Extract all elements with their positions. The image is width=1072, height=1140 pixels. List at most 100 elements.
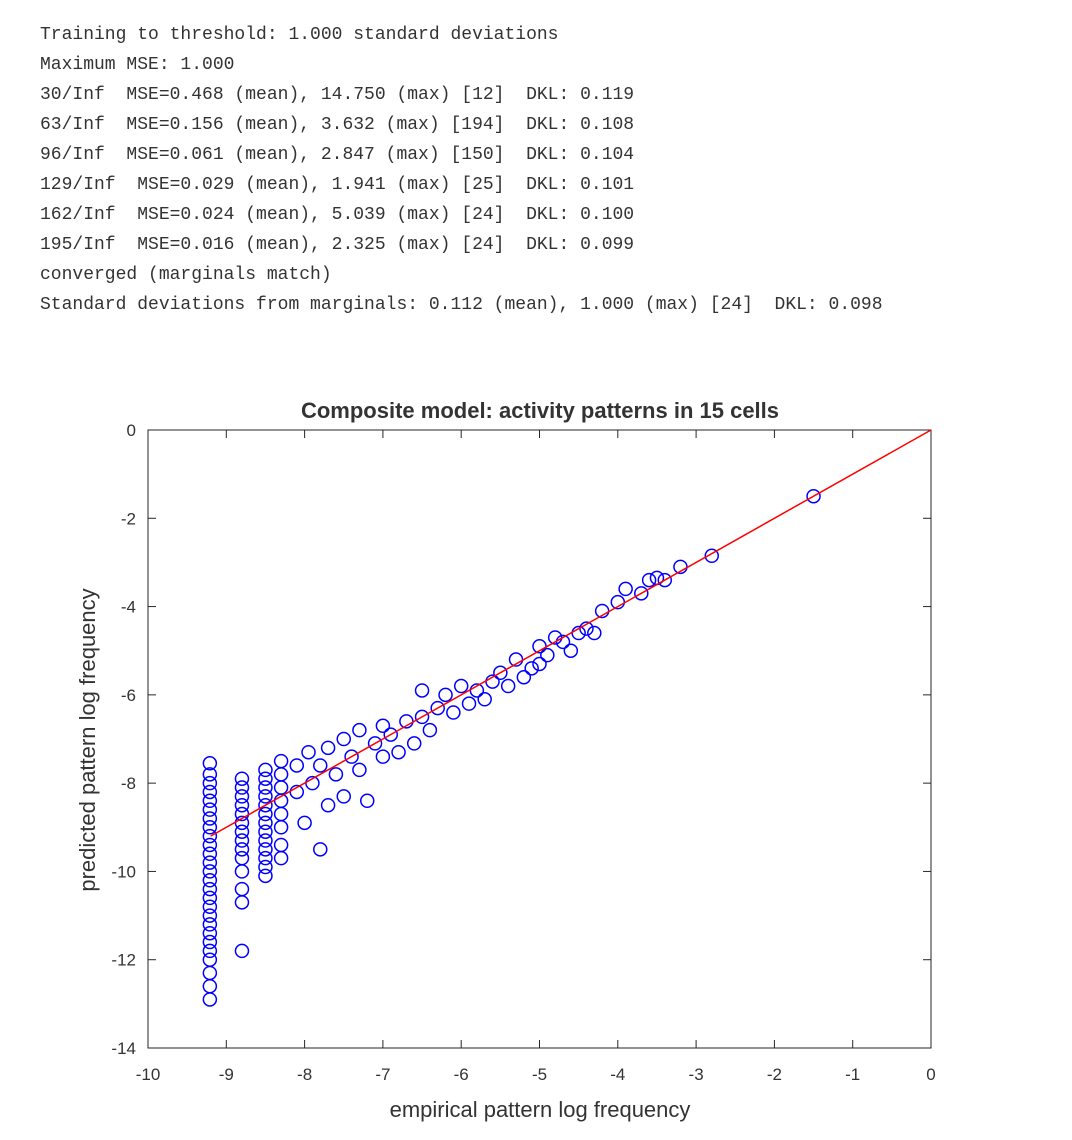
scatter-point (313, 842, 328, 857)
scatter-point (618, 581, 633, 597)
scatter-point (320, 797, 336, 813)
scatter-point (524, 661, 539, 676)
scatter-point (202, 899, 218, 914)
scatter-point (493, 665, 508, 681)
scatter-point (202, 873, 218, 888)
console-line: 195/Inf MSE=0.016 (mean), 2.325 (max) [2… (40, 235, 635, 255)
scatter-point (234, 943, 250, 959)
x-tick-label: -3 (689, 1065, 704, 1084)
scatter-point (202, 864, 218, 879)
console-line: Standard deviations from marginals: 0.11… (40, 295, 883, 315)
scatter-point (258, 815, 273, 831)
scatter-point (414, 709, 430, 725)
scatter-point (202, 820, 218, 835)
x-tick-label: -7 (375, 1065, 390, 1084)
scatter-point (202, 811, 218, 826)
scatter-point (234, 789, 250, 804)
console-line: converged (marginals match) (40, 265, 332, 285)
scatter-point (258, 868, 273, 884)
scatter-point (446, 705, 461, 720)
scatter-point (234, 797, 250, 813)
scatter-point (587, 625, 602, 641)
scatter-point (273, 837, 289, 853)
scatter-point (202, 908, 218, 923)
scatter-point (641, 572, 657, 588)
scatter-point (273, 820, 289, 835)
scatter-point (461, 696, 477, 711)
scatter-point (202, 775, 218, 791)
scatter-point (234, 824, 250, 839)
scatter-point (202, 828, 218, 844)
scatter-point (634, 586, 649, 601)
scatter-point (258, 842, 273, 857)
scatter-point (202, 934, 218, 950)
x-tick-label: -2 (767, 1065, 782, 1084)
scatter-point (258, 833, 273, 848)
scatter-point (704, 548, 720, 564)
scatter-point (258, 806, 273, 822)
scatter-point (234, 895, 250, 910)
scatter-point (297, 815, 312, 831)
x-tick-label: -10 (136, 1065, 161, 1084)
scatter-point (273, 753, 289, 769)
scatter-point (328, 767, 344, 782)
scatter-point (375, 718, 391, 734)
x-tick-label: -6 (454, 1065, 469, 1084)
scatter-point (202, 952, 218, 967)
y-tick-label: -12 (111, 951, 136, 970)
scatter-point (438, 687, 453, 703)
console-line: 96/Inf MSE=0.061 (mean), 2.847 (max) [15… (40, 145, 635, 165)
console-output: Training to threshold: 1.000 standard de… (40, 20, 883, 320)
y-axis-label: predicted pattern log frequency (75, 588, 100, 891)
console-line: 129/Inf MSE=0.029 (mean), 1.941 (max) [2… (40, 175, 635, 195)
scatter-point (540, 647, 555, 663)
scatter-point (563, 643, 579, 658)
x-tick-label: -5 (532, 1065, 547, 1084)
scatter-point (258, 824, 273, 839)
scatter-point (202, 784, 218, 800)
fit-line (210, 429, 932, 837)
scatter-point (258, 771, 273, 786)
scatter-point (202, 925, 218, 941)
scatter-point (273, 767, 289, 782)
x-tick-label: -8 (297, 1065, 312, 1084)
x-tick-label: 0 (926, 1065, 935, 1084)
console-line: 162/Inf MSE=0.024 (mean), 5.039 (max) [2… (40, 205, 635, 225)
scatter-point (258, 850, 273, 866)
scatter-point (202, 890, 218, 906)
scatter-point (422, 722, 438, 738)
y-tick-label: -10 (111, 862, 136, 881)
scatter-point (202, 846, 218, 862)
scatter-point (234, 881, 250, 897)
scatter-point (234, 780, 250, 795)
scatter-point (430, 700, 445, 716)
scatter-point (202, 793, 218, 809)
scatter-point (234, 842, 250, 857)
scatter-point (273, 780, 289, 795)
y-tick-label: 0 (127, 421, 136, 440)
scatter-point (258, 762, 273, 778)
scatter-point (367, 736, 383, 751)
scatter-point (202, 756, 218, 771)
scatter-point (383, 727, 398, 742)
scatter-point (258, 780, 273, 795)
scatter-point (202, 837, 218, 853)
scatter-point (516, 669, 532, 685)
scatter-point (202, 992, 218, 1007)
scatter-point (234, 850, 250, 866)
scatter-point (202, 917, 218, 932)
scatter-point (234, 771, 250, 786)
scatter-point (234, 833, 250, 848)
scatter-point (313, 758, 328, 773)
console-line: Training to threshold: 1.000 standard de… (40, 25, 559, 45)
y-tick-label: -2 (121, 509, 136, 528)
scatter-point (344, 749, 359, 764)
y-tick-label: -4 (121, 598, 136, 617)
scatter-point (336, 789, 351, 804)
scatter-point (202, 943, 218, 959)
console-line: Maximum MSE: 1.000 (40, 55, 235, 75)
scatter-point (202, 802, 218, 817)
y-tick-label: -6 (121, 686, 136, 705)
